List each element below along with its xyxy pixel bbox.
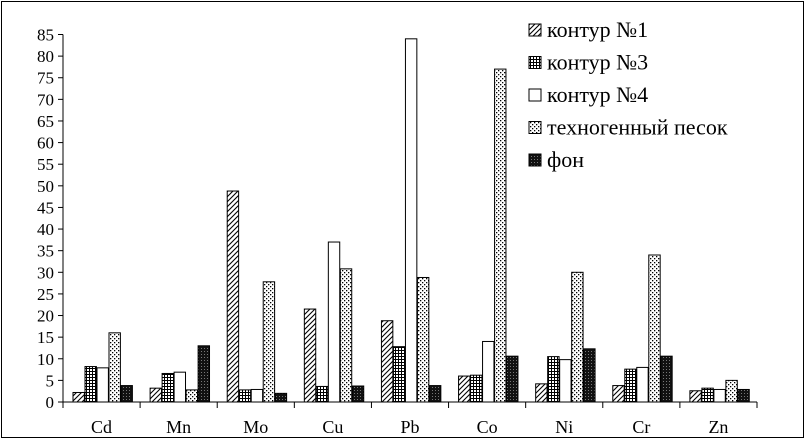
y-tick-label: 85 (37, 26, 54, 45)
bar (636, 366, 649, 403)
bar (458, 375, 471, 403)
bar (612, 385, 625, 403)
bar (494, 68, 507, 403)
legend-item: контур №3 (528, 50, 648, 75)
bar (173, 371, 187, 403)
bar (262, 281, 276, 403)
bar (713, 388, 726, 403)
legend-swatch (528, 121, 542, 134)
legend-swatch (528, 153, 542, 167)
bar (547, 356, 560, 403)
y-tick-label: 75 (37, 69, 54, 88)
bar (238, 389, 252, 403)
bar (84, 366, 97, 403)
x-tick-label: Mo (243, 417, 268, 437)
y-tick-label: 60 (37, 134, 54, 153)
legend-label: контур №3 (547, 50, 648, 75)
bar (571, 271, 584, 403)
bar (185, 389, 199, 403)
legend: контур №1 контур №3 контур №4 техногенный п… (528, 17, 728, 172)
y-tick-label: 30 (37, 263, 54, 282)
y-tick-label: 40 (37, 220, 54, 239)
bar (470, 374, 483, 403)
bar (701, 387, 714, 403)
legend-item: контур №4 (528, 82, 648, 107)
y-tick-label: 45 (37, 198, 54, 217)
bar (197, 345, 211, 403)
y-tick-label: 0 (46, 393, 55, 412)
bar (428, 385, 442, 403)
bar (583, 348, 596, 403)
legend-label: фон (547, 147, 584, 172)
bar (339, 268, 353, 403)
legend-label: контур №4 (547, 82, 648, 107)
x-tick-label: Cu (322, 417, 343, 437)
bar (120, 385, 133, 403)
bar (725, 379, 738, 403)
x-tick-label: Mn (166, 417, 191, 437)
bar (380, 320, 394, 403)
legend-item: техногенный песок (528, 115, 728, 140)
bar (351, 385, 365, 403)
bar (737, 388, 750, 403)
y-tick-label: 15 (37, 328, 54, 347)
y-tick-label: 35 (37, 242, 54, 261)
bar (161, 372, 175, 403)
x-tick-label: Zn (708, 417, 728, 437)
bar (72, 391, 85, 403)
bar (648, 254, 661, 403)
y-tick-label: 5 (46, 371, 55, 390)
bar (660, 355, 673, 403)
bar (416, 276, 430, 403)
bar (624, 368, 637, 403)
bar (303, 308, 317, 403)
bar (108, 332, 121, 403)
x-tick-label: Co (477, 417, 498, 437)
bar (482, 340, 495, 403)
y-tick-label: 20 (37, 307, 54, 326)
bar (559, 359, 572, 403)
grouped-bar-chart: 0 5 10 15 20 25 30 35 40 45 50 55 60 65 70 75 80 85 Cd Mn Mo… (37, 17, 758, 437)
bar (506, 355, 519, 403)
bars (72, 38, 750, 403)
x-tick-label: Ni (555, 417, 573, 437)
y-tick-label: 65 (37, 112, 54, 131)
y-tick-label: 50 (37, 177, 54, 196)
y-tick-label: 70 (37, 90, 54, 109)
bar (149, 387, 163, 403)
x-tick-label: Pb (400, 417, 419, 437)
x-tick-label: Cd (91, 417, 112, 437)
legend-swatch (528, 23, 542, 37)
legend-label: техногенный песок (547, 115, 728, 140)
legend-label: контур №1 (547, 17, 648, 42)
bar (535, 383, 548, 403)
y-tick-label: 25 (37, 285, 54, 304)
legend-swatch (528, 88, 542, 102)
bar (250, 388, 264, 403)
y-tick-label: 10 (37, 350, 54, 369)
legend-item: контур №1 (528, 17, 648, 42)
y-tick-label: 55 (37, 155, 54, 174)
bar (392, 346, 406, 403)
y-tick-label: 80 (37, 47, 54, 66)
bar (274, 392, 288, 403)
legend-swatch (528, 56, 542, 69)
legend-item: фон (528, 147, 584, 172)
x-tick-label: Cr (632, 417, 650, 437)
bar (327, 241, 341, 403)
bar (689, 390, 702, 403)
bar (315, 385, 329, 403)
bar (404, 38, 418, 403)
bar (226, 190, 240, 403)
bar (96, 367, 109, 403)
